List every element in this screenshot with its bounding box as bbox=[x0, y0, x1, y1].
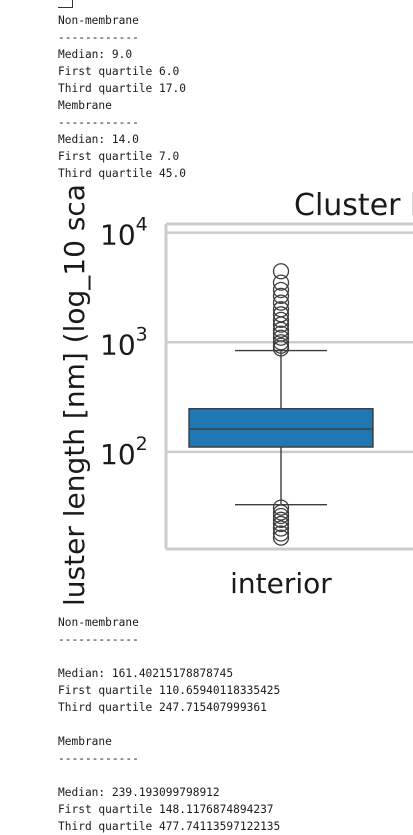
outlier-point bbox=[272, 294, 290, 311]
outlier-point bbox=[272, 311, 290, 329]
outlier-point bbox=[272, 511, 290, 528]
nonmembrane-median: Median: 161.40215178878745 bbox=[58, 667, 234, 680]
membrane-title: Membrane bbox=[58, 735, 112, 748]
nonmembrane-q1: First quartile 110.65940118335425 bbox=[58, 684, 281, 697]
y-tick-label: 103 bbox=[100, 323, 148, 361]
outlier-point bbox=[272, 274, 290, 291]
nonmembrane-title: Non-membrane bbox=[58, 616, 139, 629]
membrane-rule: ------------ bbox=[58, 116, 139, 129]
membrane-median: Median: 239.193099798912 bbox=[58, 786, 220, 799]
box-iqr bbox=[188, 408, 374, 448]
gridlines bbox=[166, 231, 413, 454]
x-tick-labels: interior bbox=[230, 567, 332, 600]
membrane-q1: First quartile 148.1176874894237 bbox=[58, 803, 274, 816]
nonmembrane-q3: Third quartile 247.715407999361 bbox=[58, 701, 267, 714]
outlier-point bbox=[272, 281, 290, 299]
membrane-q1: First quartile 7.0 bbox=[58, 150, 180, 163]
boxes bbox=[188, 263, 374, 546]
outlier-point bbox=[272, 334, 290, 351]
outlier-point bbox=[272, 287, 290, 305]
chart-title: Cluster l bbox=[294, 188, 413, 223]
outlier-point bbox=[272, 321, 290, 338]
outlier-point bbox=[272, 499, 290, 516]
outlier-point bbox=[272, 515, 290, 533]
y-tick-label: 102 bbox=[100, 433, 148, 471]
membrane-median: Median: 14.0 bbox=[58, 133, 139, 146]
y-tick-label: 104 bbox=[100, 214, 148, 252]
outlier-point bbox=[272, 316, 290, 333]
y-axis-label: luster length [nm] (log_10 sca bbox=[58, 184, 91, 606]
membrane-rule: ------------ bbox=[58, 752, 139, 765]
axes bbox=[164, 222, 413, 551]
outlier-point bbox=[272, 329, 290, 346]
outlier-point bbox=[272, 520, 290, 537]
membrane-title: Membrane bbox=[58, 99, 112, 112]
nonmembrane-q1: First quartile 6.0 bbox=[58, 65, 180, 78]
outlier-point bbox=[272, 525, 290, 542]
outlier-point bbox=[272, 340, 290, 357]
membrane-q3: Third quartile 477.74113597122135 bbox=[58, 820, 281, 833]
nonmembrane-title: Non-membrane bbox=[58, 14, 139, 27]
nonmembrane-q3: Third quartile 17.0 bbox=[58, 82, 186, 95]
nonmembrane-rule: ------------ bbox=[58, 633, 139, 646]
nonmembrane-median: Median: 9.0 bbox=[58, 48, 133, 61]
boxplot-chart: Cluster l luster length [nm] (log_10 sca… bbox=[58, 184, 413, 606]
outlier-point bbox=[272, 529, 290, 546]
y-tick-labels: 102 103 104 bbox=[100, 214, 148, 471]
membrane-q3: Third quartile 45.0 bbox=[58, 167, 186, 180]
previous-output-border bbox=[58, 0, 73, 8]
outlier-point bbox=[272, 507, 290, 525]
cell-output-stats-counts: Non-membrane ------------ Median: 9.0 Fi… bbox=[58, 12, 186, 182]
x-tick-label: interior bbox=[230, 567, 332, 600]
outlier-point bbox=[272, 504, 290, 521]
outlier-point bbox=[272, 263, 290, 280]
nonmembrane-rule: ------------ bbox=[58, 31, 139, 44]
